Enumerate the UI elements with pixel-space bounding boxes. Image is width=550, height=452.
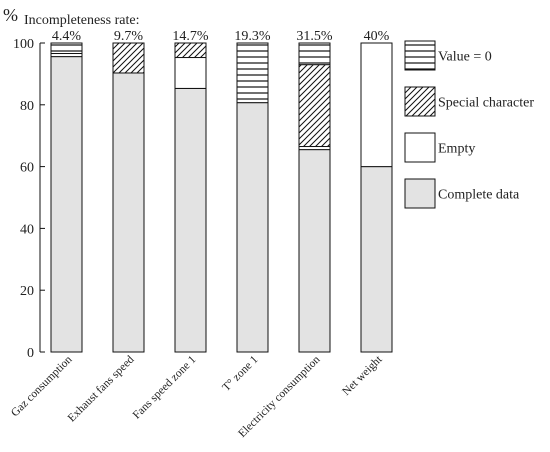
- category-label: T° zone 1: [220, 353, 260, 393]
- bar-segment-complete-data: [112, 72, 145, 353]
- bar-segment-value-0: [236, 42, 269, 104]
- y-tick-label: 40: [20, 222, 34, 237]
- bars: [50, 42, 393, 353]
- legend-label-complete-data: Complete data: [438, 188, 520, 203]
- category-label: Fans speed zone 1: [131, 353, 199, 421]
- legend-label-empty: Empty: [438, 142, 475, 157]
- bar-segment-complete-data: [298, 149, 331, 353]
- bar-segment-complete-data: [174, 87, 207, 353]
- y-tick-label: 100: [13, 37, 34, 52]
- category-label: Net weight: [340, 353, 385, 398]
- bar-segment-value-0: [298, 42, 331, 66]
- incompleteness-label: 4.4%: [52, 29, 82, 44]
- incompleteness-label: 14.7%: [172, 29, 209, 44]
- legend-swatch-special-character: [404, 86, 436, 117]
- legend-label-value-0: Value = 0: [438, 50, 492, 65]
- category-label: Exhaust fans speed: [66, 353, 137, 424]
- bar-outline: [236, 42, 269, 353]
- bar-outline: [50, 42, 83, 353]
- legend-label-special-character: Special character: [438, 96, 534, 111]
- legend-swatch-empty: [404, 132, 436, 163]
- bar-segment-special-character: [112, 42, 145, 74]
- y-tick-label: 60: [20, 161, 34, 176]
- bar-segment-complete-data: [360, 166, 393, 353]
- bar-segment-special-character: [174, 42, 207, 59]
- bar-segment-empty: [174, 57, 207, 89]
- legend: Value = 0 Special character Empty Complete …: [404, 40, 534, 209]
- legend-swatch-complete-data: [404, 178, 436, 209]
- y-tick-label: 80: [20, 99, 34, 114]
- legend-swatch-value-0: [404, 40, 436, 71]
- bar-segment-special-character: [298, 64, 331, 148]
- bar-outline: [298, 42, 331, 353]
- incompleteness-label: 9.7%: [114, 29, 144, 44]
- incompleteness-label: 31.5%: [296, 29, 333, 44]
- bar-outline: [112, 42, 145, 353]
- y-axis-label: %: [3, 5, 18, 25]
- y-tick-label: 0: [27, 346, 34, 361]
- incompleteness-label: 19.3%: [234, 29, 271, 44]
- bar-segment-value-0: [50, 42, 83, 55]
- bar-outline: [174, 42, 207, 353]
- bar-segment-complete-data: [50, 56, 83, 353]
- category-label: Gaz consumption: [9, 353, 75, 419]
- bar-segment-empty: [360, 42, 393, 168]
- y-tick-label: 20: [20, 284, 34, 299]
- y-ticks: 0 20 40 60 80 100: [13, 37, 45, 361]
- bar-segment-complete-data: [236, 102, 269, 353]
- incompleteness-rate-title: Incompleteness rate:: [24, 13, 139, 28]
- bar-outline: [360, 42, 393, 353]
- incompleteness-label: 40%: [364, 29, 390, 44]
